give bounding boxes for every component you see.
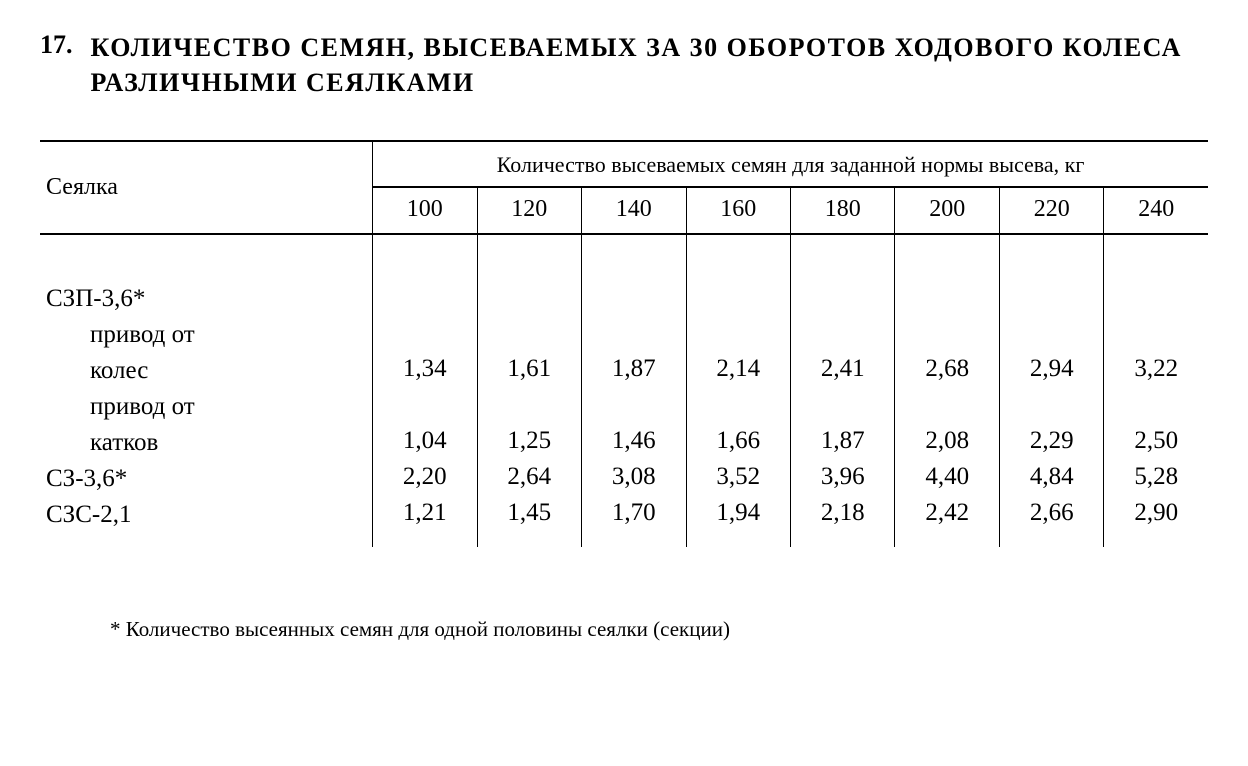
data-cell: 1,87 — [582, 353, 686, 389]
data-cell: 1,21 — [373, 497, 477, 547]
data-cell: 4,40 — [895, 461, 999, 497]
data-cell: 2,66 — [999, 497, 1103, 547]
col-head: 100 — [373, 187, 477, 234]
col-head: 200 — [895, 187, 999, 234]
data-cell: 3,96 — [791, 461, 895, 497]
heading-number: 17. — [40, 30, 73, 60]
data-cell: 2,94 — [999, 353, 1103, 389]
data-cell: 5,28 — [1104, 461, 1208, 497]
data-cell: 2,41 — [791, 353, 895, 389]
data-cell: 1,87 — [791, 425, 895, 461]
data-cell: 2,50 — [1104, 425, 1208, 461]
col-head: 160 — [686, 187, 790, 234]
data-cell: 1,94 — [686, 497, 790, 547]
data-cell: 3,08 — [582, 461, 686, 497]
data-cell: 1,61 — [477, 353, 581, 389]
data-cell: 2,20 — [373, 461, 477, 497]
data-cell: 2,14 — [686, 353, 790, 389]
data-cell: 1,45 — [477, 497, 581, 547]
data-cell: 1,04 — [373, 425, 477, 461]
col-head: 120 — [477, 187, 581, 234]
heading: 17. КОЛИЧЕСТВО СЕМЯН, ВЫСЕВАЕМЫХ ЗА 30 О… — [40, 30, 1208, 100]
col-head: 180 — [791, 187, 895, 234]
data-cell: 1,25 — [477, 425, 581, 461]
data-cell: 2,18 — [791, 497, 895, 547]
row-header-label: Сеялка — [40, 141, 373, 234]
data-cell: 2,90 — [1104, 497, 1208, 547]
subrow-label-line: колес — [40, 353, 373, 389]
col-head: 220 — [999, 187, 1103, 234]
data-cell: 1,70 — [582, 497, 686, 547]
data-table: Сеялка Количество высеваемых семян для з… — [40, 140, 1208, 547]
data-cell: 4,84 — [999, 461, 1103, 497]
data-cell: 1,66 — [686, 425, 790, 461]
data-cell: 2,64 — [477, 461, 581, 497]
columns-span-title: Количество высеваемых семян для заданной… — [373, 141, 1208, 187]
group-label: СЗС-2,1 — [40, 497, 373, 547]
data-cell: 1,34 — [373, 353, 477, 389]
group-label: СЗП-3,6* — [40, 265, 373, 317]
subrow-label-line: катков — [40, 425, 373, 461]
data-cell: 3,52 — [686, 461, 790, 497]
subrow-label-line: привод от — [40, 317, 373, 353]
data-cell: 2,68 — [895, 353, 999, 389]
data-cell: 2,08 — [895, 425, 999, 461]
subrow-label-line: привод от — [40, 389, 373, 425]
data-cell: 1,46 — [582, 425, 686, 461]
data-cell: 3,22 — [1104, 353, 1208, 389]
group-label: СЗ-3,6* — [40, 461, 373, 497]
col-head: 140 — [582, 187, 686, 234]
heading-text: КОЛИЧЕСТВО СЕМЯН, ВЫСЕВАЕМЫХ ЗА 30 ОБОРО… — [91, 30, 1209, 100]
data-cell: 2,29 — [999, 425, 1103, 461]
col-head: 240 — [1104, 187, 1208, 234]
footnote: * Количество высеянных семян для одной п… — [40, 617, 1208, 642]
data-cell: 2,42 — [895, 497, 999, 547]
